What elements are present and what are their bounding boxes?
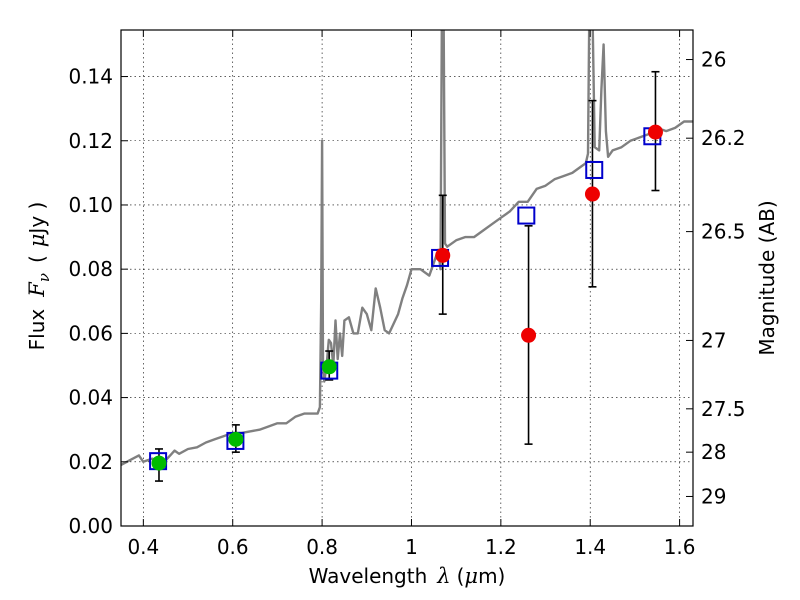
plot-frame (120, 29, 694, 527)
y-tick-label: 0.12 (68, 129, 113, 153)
axis-layer: 0.4 0.6 0.8 1 1.2 1.4 1.6 0.00 0.02 0.04 0.06 0.08 0… (68, 30, 746, 559)
y-label-symbol: F (25, 281, 49, 298)
y-label-unit-mu: μ (25, 234, 49, 248)
x-tick-label: 1.6 (664, 535, 696, 559)
x-label-unit-rest: m) (478, 564, 505, 588)
x-tick-label: 0.8 (306, 535, 338, 559)
spectrum-layer (121, 30, 693, 467)
x-axis-label: Wavelength λ (μm) (309, 564, 506, 588)
y-tick-label: 0.04 (68, 386, 113, 410)
right-tick-label: 26 (701, 48, 726, 72)
red-data-point (584, 186, 600, 202)
model-square-point (585, 160, 604, 179)
right-tick-label: 27.5 (701, 397, 746, 421)
y-label-unit-open: ( (25, 255, 49, 263)
red-data-point (435, 247, 451, 263)
grid (121, 30, 693, 527)
right-tick-label: 26.5 (701, 220, 746, 244)
green-data-point (321, 359, 337, 375)
green-data-point (228, 431, 244, 447)
spectrum-line (121, 30, 693, 467)
right-tick-label: 27 (701, 328, 726, 352)
x-tick-label: 1 (405, 535, 418, 559)
right-axis-label: Magnitude (AB) (755, 200, 779, 355)
green-data-point (151, 455, 167, 471)
right-tick-label: 29 (701, 484, 726, 508)
x-tick-label: 1.2 (485, 535, 517, 559)
y-label-prefix: Flux (25, 309, 49, 351)
y-tick-label: 0.08 (68, 257, 113, 281)
x-label-unit-open: ( (457, 564, 465, 588)
x-label-unit-mu: μ (464, 564, 478, 588)
x-label-symbol: λ (436, 564, 450, 588)
model-square-point (517, 206, 536, 225)
marker-layer (149, 70, 663, 482)
right-tick-label: 28 (701, 440, 726, 464)
red-data-point (521, 327, 537, 343)
x-tick-label: 0.6 (217, 535, 249, 559)
y-label-subscript: ν (35, 273, 53, 282)
y-tick-label: 0.02 (68, 450, 113, 474)
y-tick-label: 0.00 (68, 514, 113, 538)
y-axis-label: Flux Fν ( μJy ) (25, 202, 53, 351)
y-tick-label: 0.14 (68, 65, 113, 89)
y-tick-label: 0.10 (68, 193, 113, 217)
right-tick-label: 26.2 (701, 126, 746, 150)
y-tick-label: 0.06 (68, 321, 113, 345)
y-label-unit-rest: Jy ) (25, 202, 49, 236)
x-tick-label: 0.4 (127, 535, 159, 559)
x-label-prefix: Wavelength (309, 564, 428, 588)
red-data-point (647, 124, 663, 140)
x-tick-label: 1.4 (574, 535, 606, 559)
